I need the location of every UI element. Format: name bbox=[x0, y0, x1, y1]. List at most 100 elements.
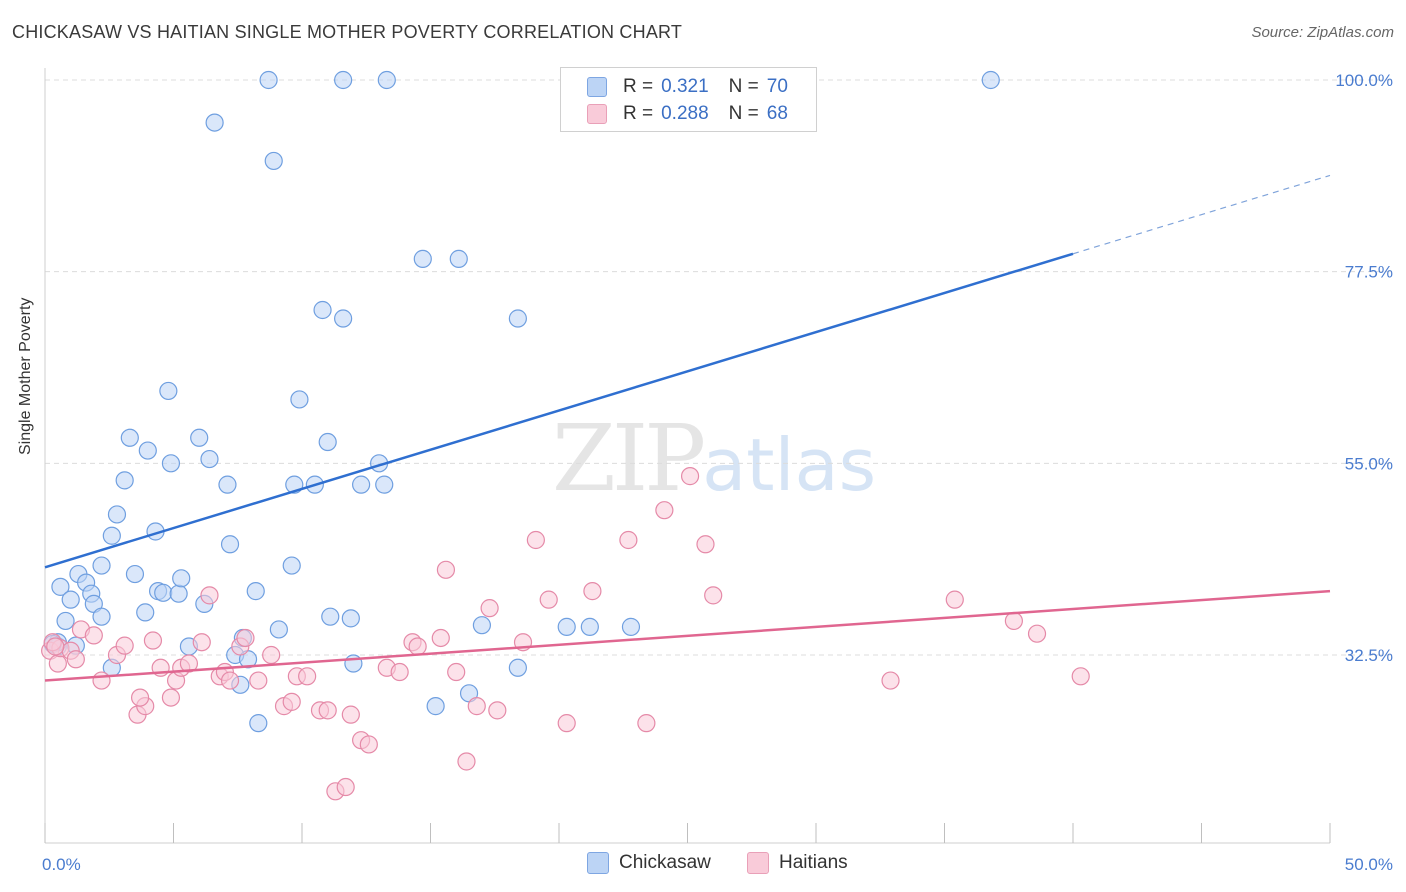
point-chickasaw bbox=[318, 432, 337, 452]
x-tick-label-min: 0.0% bbox=[42, 855, 81, 874]
point-chickasaw bbox=[161, 454, 181, 473]
point-haitians bbox=[48, 654, 67, 673]
point-chickasaw bbox=[264, 151, 283, 171]
legend-n-label: N = bbox=[728, 76, 759, 97]
point-haitians bbox=[66, 650, 85, 669]
point-haitians bbox=[130, 688, 150, 707]
trendline-chickasaw bbox=[44, 252, 1074, 569]
point-haitians bbox=[298, 667, 317, 686]
stats-legend: R = 0.321 N = 70 R = 0.288 N = 68 bbox=[560, 67, 817, 132]
y-tick-label: 55.0% bbox=[1345, 454, 1393, 473]
point-chickasaw bbox=[56, 611, 75, 631]
point-chickasaw bbox=[334, 70, 353, 90]
y-tick-label: 32.5% bbox=[1345, 646, 1393, 665]
point-haitians bbox=[467, 697, 486, 716]
point-haitians bbox=[480, 599, 499, 618]
point-chickasaw bbox=[621, 617, 641, 636]
point-chickasaw bbox=[472, 616, 491, 635]
point-chickasaw bbox=[125, 564, 145, 584]
legend-r-label: R = bbox=[623, 103, 654, 124]
point-haitians bbox=[161, 688, 181, 707]
point-chickasaw bbox=[61, 590, 80, 609]
point-haitians bbox=[1071, 667, 1090, 686]
legend-n-value: 70 bbox=[766, 76, 788, 97]
chart-title: CHICKASAW VS HAITIAN SINGLE MOTHER POVER… bbox=[12, 22, 683, 42]
legend-row-chickasaw: R = 0.321 N = 70 bbox=[587, 75, 788, 99]
point-chickasaw bbox=[377, 70, 396, 90]
watermark: ZIPatlas bbox=[552, 405, 876, 512]
legend-label-chickasaw: Chickasaw bbox=[619, 852, 711, 873]
point-chickasaw bbox=[220, 535, 240, 554]
point-haitians bbox=[192, 633, 211, 652]
legend-label-haitians: Haitians bbox=[779, 852, 848, 873]
point-haitians bbox=[1004, 611, 1023, 631]
point-chickasaw bbox=[313, 300, 332, 320]
point-chickasaw bbox=[136, 603, 155, 622]
point-haitians bbox=[92, 671, 111, 690]
watermark-zip: ZIP bbox=[552, 405, 706, 512]
point-chickasaw bbox=[282, 556, 301, 575]
point-haitians bbox=[583, 582, 602, 601]
point-haitians bbox=[637, 714, 656, 733]
point-chickasaw bbox=[981, 70, 1000, 90]
point-chickasaw bbox=[120, 428, 139, 447]
point-chickasaw bbox=[341, 609, 360, 628]
trendline-chickasaw-extension bbox=[1072, 174, 1331, 255]
point-chickasaw bbox=[107, 505, 127, 524]
point-haitians bbox=[431, 628, 450, 648]
point-chickasaw bbox=[92, 556, 111, 575]
point-haitians bbox=[1027, 624, 1047, 643]
point-haitians bbox=[436, 560, 456, 579]
legend-swatch-haitians bbox=[747, 852, 769, 874]
point-chickasaw bbox=[51, 577, 70, 596]
legend-swatch-chickasaw bbox=[587, 852, 609, 874]
point-chickasaw bbox=[508, 658, 527, 677]
point-chickasaw bbox=[200, 449, 219, 469]
point-haitians bbox=[84, 626, 103, 645]
point-haitians bbox=[557, 714, 576, 733]
point-haitians bbox=[457, 752, 476, 771]
point-haitians bbox=[408, 637, 427, 656]
y-tick-label: 100.0% bbox=[1335, 71, 1393, 90]
point-haitians bbox=[143, 631, 163, 650]
point-chickasaw bbox=[246, 582, 265, 601]
point-haitians bbox=[236, 628, 255, 648]
point-chickasaw bbox=[169, 584, 188, 603]
point-haitians bbox=[447, 662, 466, 682]
source-credit: Source: ZipAtlas.com bbox=[1251, 24, 1394, 41]
point-chickasaw bbox=[449, 249, 468, 268]
point-chickasaw bbox=[259, 70, 278, 90]
point-haitians bbox=[680, 467, 700, 486]
point-chickasaw bbox=[92, 607, 111, 626]
watermark-atlas: atlas bbox=[702, 423, 877, 507]
point-haitians bbox=[46, 637, 65, 656]
point-chickasaw bbox=[102, 526, 121, 545]
point-chickasaw bbox=[190, 428, 209, 447]
legend-r-value: 0.288 bbox=[661, 103, 709, 124]
point-chickasaw bbox=[557, 617, 576, 636]
point-haitians bbox=[200, 586, 219, 605]
point-chickasaw bbox=[426, 697, 445, 716]
point-chickasaw bbox=[580, 617, 599, 636]
point-chickasaw bbox=[115, 471, 134, 490]
point-haitians bbox=[539, 590, 558, 609]
point-chickasaw bbox=[138, 441, 157, 460]
point-chickasaw bbox=[508, 309, 527, 328]
point-haitians bbox=[945, 590, 964, 609]
legend-n-label: N = bbox=[728, 103, 759, 124]
point-haitians bbox=[220, 671, 240, 690]
legend-r-value: 0.321 bbox=[661, 76, 709, 97]
point-haitians bbox=[655, 501, 674, 520]
legend-item-haitians[interactable]: Haitians bbox=[747, 852, 848, 874]
point-haitians bbox=[115, 636, 134, 655]
legend-item-chickasaw[interactable]: Chickasaw bbox=[587, 852, 711, 874]
x-tick-label-max: 50.0% bbox=[1345, 855, 1393, 874]
point-haitians bbox=[249, 671, 268, 690]
point-haitians bbox=[336, 777, 355, 797]
point-chickasaw bbox=[334, 309, 353, 328]
point-haitians bbox=[619, 530, 638, 550]
point-haitians bbox=[262, 645, 281, 665]
point-chickasaw bbox=[172, 569, 191, 588]
point-chickasaw bbox=[159, 381, 178, 401]
point-chickasaw bbox=[218, 475, 237, 494]
